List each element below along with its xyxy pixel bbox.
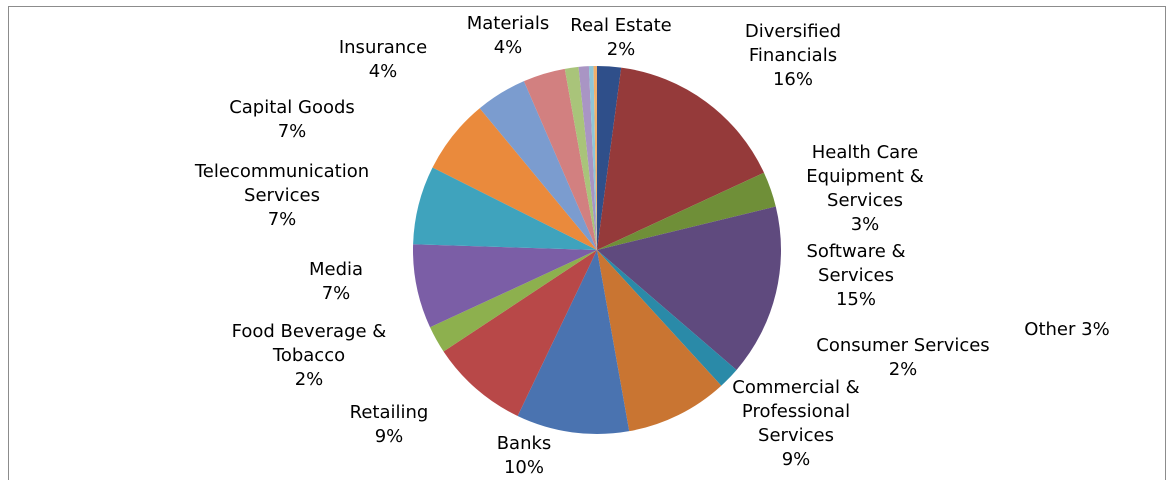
slice-label: Health Care <box>812 142 919 163</box>
pie-slice <box>597 250 737 386</box>
slice-percent-label: 15% <box>836 289 876 310</box>
pie-slice <box>597 206 782 370</box>
slice-label: Services <box>827 190 903 211</box>
slice-percent-label: 7% <box>322 283 351 304</box>
slice-percent-label: 9% <box>782 449 811 470</box>
slice-percent-label: 2% <box>889 359 918 380</box>
pie-slice <box>517 250 630 434</box>
slice-label: Software & <box>806 241 905 262</box>
slice-percent-label: 9% <box>375 426 404 447</box>
slice-percent-label: 2% <box>607 39 636 60</box>
pie-slice <box>593 65 597 250</box>
slice-label: Materials <box>467 13 550 34</box>
pie-slice <box>597 67 764 250</box>
slice-percent-label: 10% <box>504 457 544 478</box>
chart-frame: Real Estate 2% Diversified Financials 16% Hea… <box>8 6 1166 480</box>
pie-slice <box>597 66 622 250</box>
slice-label: Diversified <box>745 21 841 42</box>
pie-slice <box>412 244 597 328</box>
pie-slice <box>564 66 597 251</box>
pie-slice <box>597 172 776 250</box>
pie-slice <box>430 250 597 352</box>
slice-label: Professional <box>742 401 850 422</box>
slice-label: Other 3% <box>1024 319 1109 340</box>
slice-label: Services <box>244 185 320 206</box>
slice-percent-label: 16% <box>773 69 813 90</box>
slice-label: Financials <box>749 45 837 66</box>
slice-label: Services <box>758 425 834 446</box>
slice-label: Real Estate <box>570 15 672 36</box>
slice-percent-label: 7% <box>268 209 297 230</box>
pie-slice <box>432 108 597 250</box>
slice-label: Consumer Services <box>816 335 989 356</box>
slice-label: Insurance <box>339 37 427 58</box>
pie-slice <box>578 66 597 251</box>
slice-label: Equipment & <box>806 166 923 187</box>
slice-percent-label: 3% <box>851 214 880 235</box>
slice-label: Services <box>818 265 894 286</box>
pie-chart: Real Estate 2% Diversified Financials 16% Hea… <box>194 13 1110 478</box>
pie-slice <box>523 68 597 250</box>
pie-slice <box>588 66 597 250</box>
pie-slice <box>413 167 597 250</box>
slice-label: Food Beverage & <box>232 321 387 342</box>
slice-label: Commercial & <box>732 377 859 398</box>
pie-slice <box>479 81 597 250</box>
slice-percent-label: 4% <box>494 37 523 58</box>
slice-label: Banks <box>497 433 552 454</box>
slice-label: Retailing <box>350 402 429 423</box>
pie-labels: Real Estate 2% Diversified Financials 16% Hea… <box>194 13 1110 478</box>
pie-slice <box>443 250 597 416</box>
slice-percent-label: 2% <box>295 369 324 390</box>
slice-label: Tobacco <box>272 345 345 366</box>
slice-label: Capital Goods <box>229 97 355 118</box>
slice-label: Media <box>309 259 363 280</box>
slice-percent-label: 4% <box>369 61 398 82</box>
pie-slices <box>412 65 782 434</box>
slice-label: Telecommunication <box>194 161 369 182</box>
slice-percent-label: 7% <box>278 121 307 142</box>
pie-slice <box>597 250 722 432</box>
